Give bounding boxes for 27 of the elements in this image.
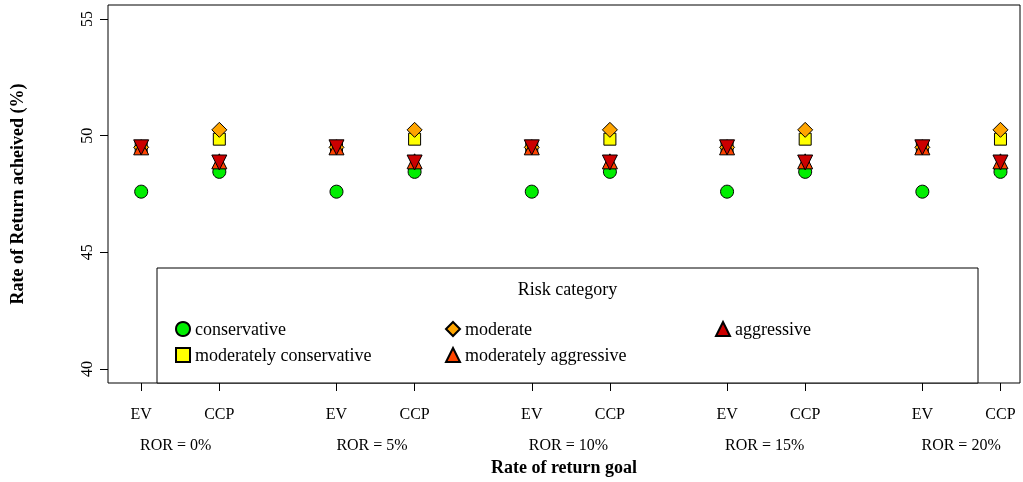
text: ROR = 0% bbox=[140, 435, 212, 453]
legend-label: conservative bbox=[195, 319, 286, 339]
x-tick-label: EV bbox=[130, 404, 153, 422]
legend-title: Risk category bbox=[517, 279, 618, 299]
x-tick-label: CCP bbox=[594, 404, 626, 422]
y-tick-label: 40 bbox=[77, 361, 95, 377]
y-tick-label: 45 bbox=[77, 244, 95, 261]
x-axis-title: Rate of return goal bbox=[490, 457, 638, 477]
y-tick-label: 55 bbox=[77, 11, 95, 27]
y-tick-label: 50 bbox=[77, 127, 95, 144]
legend-label: aggressive bbox=[735, 319, 811, 339]
x-tick-label: EV bbox=[325, 404, 348, 422]
legend-label: moderately aggressive bbox=[465, 345, 627, 365]
x-tick-label: EV bbox=[521, 404, 543, 422]
legend-label: moderate bbox=[465, 319, 532, 339]
x-tick-label: CCP bbox=[399, 404, 430, 422]
x-tick-label: CCP bbox=[790, 404, 821, 422]
text: ROR = 20% bbox=[921, 435, 1001, 453]
legend-label: moderately conservative bbox=[195, 345, 372, 365]
text: ROR = 5% bbox=[336, 435, 408, 453]
x-tick-label: CCP bbox=[204, 404, 235, 422]
text: ROR = 10% bbox=[528, 435, 608, 453]
y-axis-title: Rate of Return acheived (%) bbox=[7, 83, 28, 305]
text: ROR = 15% bbox=[725, 435, 805, 453]
x-tick-label: EV bbox=[716, 404, 739, 422]
x-tick-label: EV bbox=[911, 404, 934, 422]
x-tick-label: CCP bbox=[985, 404, 1016, 422]
